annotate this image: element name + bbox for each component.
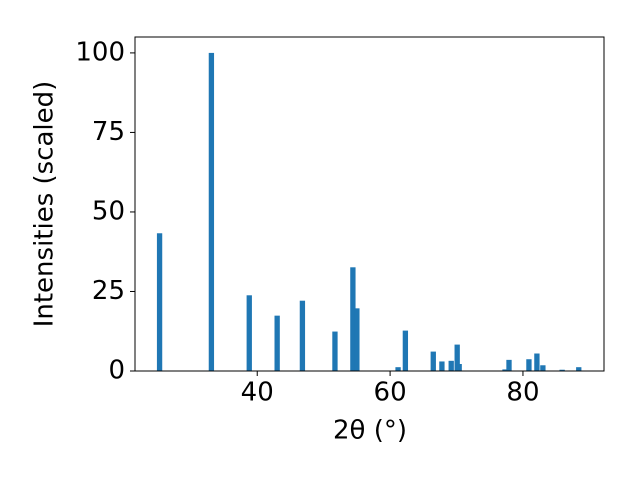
bar xyxy=(540,365,546,371)
x-tick-label: 40 xyxy=(241,378,274,408)
bar xyxy=(332,331,338,371)
x-tick-label: 80 xyxy=(506,378,539,408)
y-axis-label: Intensities (scaled) xyxy=(30,81,60,328)
bar xyxy=(156,233,163,371)
bar xyxy=(395,367,401,371)
bar xyxy=(354,308,360,371)
bar xyxy=(502,369,508,371)
bar xyxy=(299,300,306,371)
bar xyxy=(534,353,540,371)
bar xyxy=(274,315,280,371)
y-tick-label: 25 xyxy=(92,276,125,306)
y-tick-label: 0 xyxy=(108,356,125,386)
y-tick-label: 100 xyxy=(75,37,125,67)
bar xyxy=(448,360,454,371)
bar xyxy=(402,330,409,371)
bar xyxy=(454,344,460,371)
bar xyxy=(208,52,215,372)
y-tick-label: 50 xyxy=(92,196,125,226)
bar xyxy=(456,364,462,371)
plot-frame xyxy=(134,36,605,372)
bar xyxy=(350,267,356,371)
bar xyxy=(506,359,512,371)
bar xyxy=(439,361,445,371)
y-tick-label: 75 xyxy=(92,117,125,147)
bar xyxy=(430,351,436,371)
bar xyxy=(576,367,582,371)
bar xyxy=(246,295,252,371)
x-axis-label: 2θ (°) xyxy=(333,416,407,446)
x-tick-label: 60 xyxy=(374,378,407,408)
bar xyxy=(526,359,532,371)
bar xyxy=(559,369,565,371)
